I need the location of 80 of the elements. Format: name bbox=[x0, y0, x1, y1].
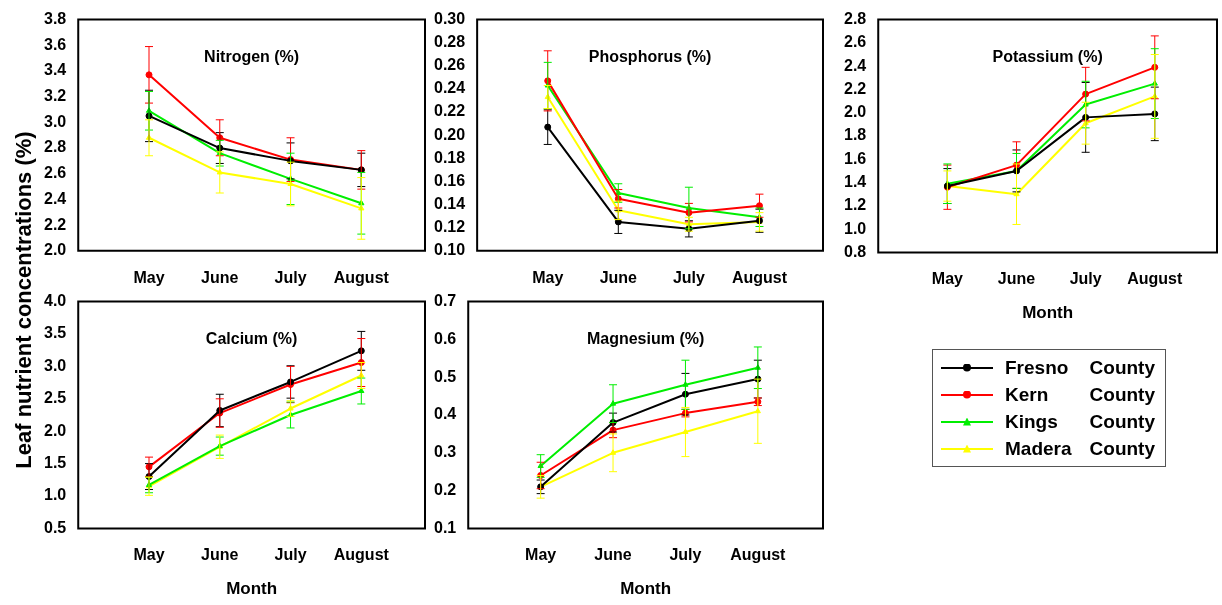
y-tick-label: 2.2 bbox=[43, 215, 67, 233]
x-axis-title: Month bbox=[620, 579, 672, 599]
x-tick-label: June bbox=[997, 270, 1036, 288]
y-tick-label: 1.6 bbox=[843, 149, 867, 167]
y-tick-label: 0.14 bbox=[434, 194, 466, 212]
x-tick-label: June bbox=[599, 268, 638, 286]
x-tick-label: May bbox=[133, 268, 165, 286]
y-tick-label: 2.8 bbox=[843, 10, 867, 28]
x-tick-label: June bbox=[201, 546, 239, 564]
x-tick-label: May bbox=[931, 270, 964, 288]
y-tick-label: 4.0 bbox=[43, 292, 67, 310]
y-tick-label: 3.6 bbox=[43, 35, 67, 53]
x-tick-label: May bbox=[133, 546, 165, 564]
x-tick-label: August bbox=[730, 546, 787, 564]
x-tick-label: August bbox=[333, 546, 390, 564]
x-tick-label: May bbox=[532, 268, 564, 286]
y-tick-label: 3.5 bbox=[43, 324, 67, 342]
x-tick-label: July bbox=[672, 268, 705, 286]
x-tick-label: August bbox=[731, 268, 788, 286]
y-tick-label: 0.20 bbox=[434, 125, 466, 143]
x-axis-title: Month bbox=[1022, 303, 1074, 323]
x-tick-label: August bbox=[1127, 270, 1183, 288]
y-tick-label: 0.1 bbox=[433, 518, 457, 536]
y-tick-label: 1.4 bbox=[843, 172, 867, 190]
y-tick-label: 1.5 bbox=[43, 454, 67, 472]
y-tick-label: 3.4 bbox=[43, 61, 67, 79]
y-tick-label: 0.5 bbox=[433, 367, 457, 385]
y-tick-label: 0.4 bbox=[433, 405, 457, 423]
y-tick-label: 2.0 bbox=[43, 241, 67, 259]
y-tick-label: 0.30 bbox=[434, 10, 466, 28]
x-tick-label: July bbox=[1069, 270, 1102, 288]
y-tick-label: 0.7 bbox=[433, 292, 457, 310]
y-tick-label: 0.18 bbox=[434, 148, 466, 166]
y-tick-label: 2.8 bbox=[43, 138, 67, 156]
legend-label: Kings County bbox=[1005, 410, 1155, 433]
y-tick-label: 0.6 bbox=[433, 329, 457, 347]
y-tick-label: 2.6 bbox=[43, 164, 67, 182]
text: Potassium (%) bbox=[992, 48, 1103, 66]
y-tick-label: 1.0 bbox=[43, 486, 67, 504]
y-tick-label: 0.22 bbox=[434, 102, 466, 120]
y-tick-label: 0.26 bbox=[434, 56, 466, 74]
text: Phosphorus (%) bbox=[588, 48, 712, 66]
x-tick-label: June bbox=[201, 268, 239, 286]
y-tick-label: 3.0 bbox=[43, 356, 67, 374]
y-tick-label: 2.6 bbox=[843, 33, 867, 51]
x-tick-label: June bbox=[594, 546, 632, 564]
y-tick-label: 3.2 bbox=[43, 87, 67, 105]
y-tick-label: 0.24 bbox=[434, 79, 466, 97]
text: Calcium (%) bbox=[205, 330, 298, 348]
y-tick-label: 1.2 bbox=[843, 196, 867, 214]
y-tick-label: 0.12 bbox=[434, 218, 466, 236]
y-tick-label: 0.16 bbox=[434, 171, 466, 189]
y-tick-label: 1.8 bbox=[843, 126, 867, 144]
y-tick-label: 2.0 bbox=[843, 103, 867, 121]
y-tick-label: 0.10 bbox=[434, 241, 466, 259]
y-tick-label: 2.0 bbox=[43, 421, 67, 439]
legend-label: Fresno County bbox=[1005, 356, 1155, 379]
y-tick-label: 2.4 bbox=[43, 189, 67, 207]
y-tick-label: 2.2 bbox=[843, 79, 867, 97]
x-tick-label: May bbox=[525, 546, 557, 564]
y-tick-label: 3.0 bbox=[43, 112, 67, 130]
y-tick-label: 0.2 bbox=[433, 481, 457, 499]
x-tick-label: July bbox=[274, 268, 307, 286]
x-axis-title: Month bbox=[226, 579, 278, 599]
text: Magnesium (%) bbox=[586, 330, 705, 348]
y-axis-title: Leaf nutrient concentrations (%) bbox=[11, 131, 37, 469]
text: Nitrogen (%) bbox=[204, 48, 300, 66]
y-tick-label: 1.0 bbox=[843, 219, 867, 237]
y-tick-label: 0.5 bbox=[43, 518, 67, 536]
y-tick-label: 0.28 bbox=[434, 33, 466, 51]
y-tick-label: 2.5 bbox=[43, 389, 67, 407]
x-tick-label: July bbox=[274, 546, 307, 564]
legend-label: Madera County bbox=[1005, 437, 1155, 460]
y-tick-label: 3.8 bbox=[43, 10, 67, 28]
y-tick-label: 0.8 bbox=[843, 242, 867, 260]
legend-label: Kern County bbox=[1005, 383, 1155, 406]
y-tick-label: 2.4 bbox=[843, 56, 867, 74]
x-tick-label: July bbox=[669, 546, 702, 564]
y-tick-label: 0.3 bbox=[433, 443, 457, 461]
x-tick-label: August bbox=[333, 268, 390, 286]
